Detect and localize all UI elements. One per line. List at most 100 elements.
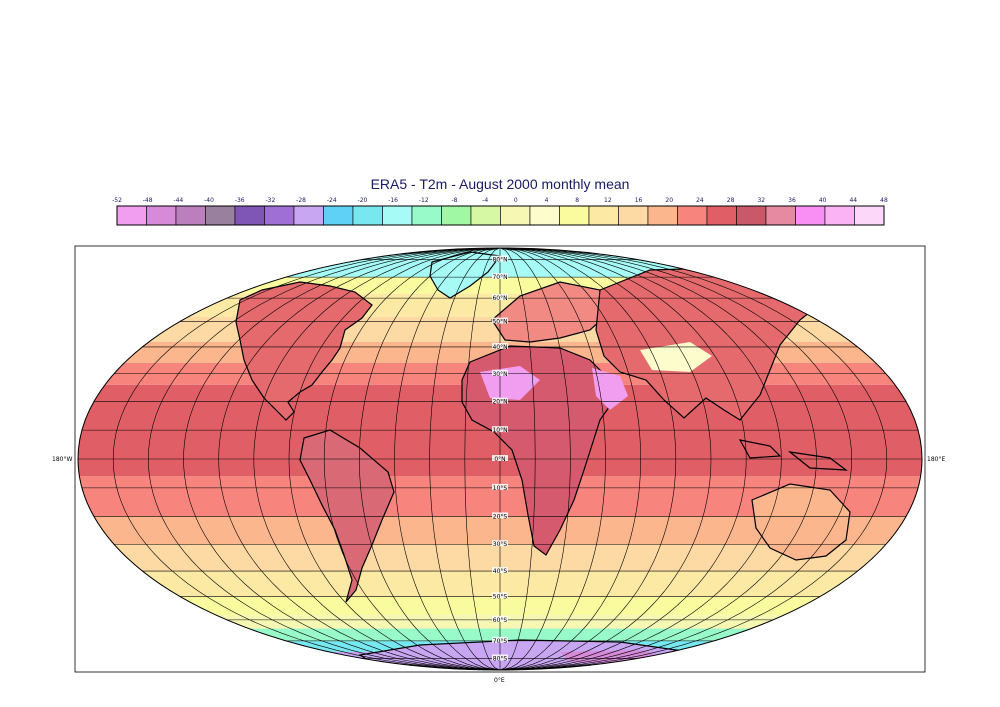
colorbar-swatch	[323, 205, 354, 226]
colorbar: -52 -48 -44 -40 -36 -32 -28 -24 -20 -16 -12 -8 -4 0 4 8…	[112, 197, 888, 226]
latitude-label: 20°S	[493, 513, 508, 520]
latitude-label-bg	[492, 426, 508, 433]
latitude-label: 10°N	[492, 427, 507, 434]
colorbar-label: -36	[235, 197, 245, 204]
colorbar-swatch	[588, 205, 619, 226]
meridian-line	[499, 248, 677, 670]
meridian-line	[464, 248, 501, 670]
meridian-line	[394, 248, 501, 670]
latitude-label: 70°N	[492, 274, 507, 281]
colorbar-swatch	[293, 205, 324, 226]
latitude-label-bg	[492, 255, 508, 262]
lon-label-bottom: 0°E	[494, 677, 505, 684]
map-title: ERA5 - T2m - August 2000 monthly mean	[370, 176, 630, 192]
meridian-line	[499, 248, 817, 670]
colorbar-label: 16	[635, 197, 643, 204]
latitude-label-bg	[492, 397, 508, 404]
latitude-label-bg	[492, 567, 508, 574]
colorbar-swatch	[529, 205, 560, 226]
colorbar-label: 0	[514, 197, 518, 204]
latitude-label: 50°S	[493, 593, 508, 600]
colorbar-label: 8	[575, 197, 579, 204]
colorbar-label: -40	[204, 197, 214, 204]
colorbar-swatch	[264, 205, 295, 226]
latitude-label: 60°N	[492, 295, 507, 302]
meridian-line	[218, 248, 501, 670]
latitude-label: 10°S	[493, 485, 508, 492]
colorbar-label: -28	[296, 197, 306, 204]
meridian-line	[288, 248, 501, 670]
meridian-line	[147, 248, 501, 670]
colorbar-label: -4	[482, 197, 488, 204]
meridian-line	[499, 248, 782, 670]
south-america	[299, 429, 395, 603]
continents	[235, 251, 851, 670]
meridian-line	[253, 248, 501, 670]
colorbar-label: -52	[112, 197, 122, 204]
latitude-label-bg	[492, 512, 508, 519]
latitude-label: 0°N	[494, 456, 505, 463]
lon-label-right: 180°E	[927, 456, 945, 463]
colorbar-label: 48	[880, 197, 888, 204]
colorbar-labels: -52 -48 -44 -40 -36 -32 -28 -24 -20 -16 -12 -8 -4 0 4 8…	[112, 197, 888, 204]
colorbar-swatch	[647, 205, 678, 226]
latitude-label: 80°S	[493, 655, 508, 662]
colorbar-label: 28	[727, 197, 735, 204]
map-outline	[77, 247, 923, 671]
colorbar-swatch	[824, 205, 855, 226]
latitude-labels: 80°N 70°N 60°N 50°N 40°N 30°N 20°N 10°N 0°N 10°S 2…	[492, 255, 508, 662]
colorbar-label: 32	[757, 197, 765, 204]
meridian-line	[429, 248, 501, 670]
lon-label-left: 180°W	[52, 456, 72, 463]
latitude-label-bg	[492, 273, 508, 280]
latitude-label-bg	[492, 369, 508, 376]
colorbar-swatch	[116, 205, 147, 226]
colorbar-swatch	[441, 205, 472, 226]
latitude-label: 30°N	[492, 371, 507, 378]
meridian-line	[323, 248, 501, 670]
meridian-line	[499, 248, 606, 670]
latitude-label: 50°N	[492, 319, 507, 326]
colorbar-swatch	[765, 205, 796, 226]
latitude-label: 40°N	[492, 344, 507, 351]
latitude-label: 40°S	[493, 568, 508, 575]
colorbar-label: -8	[451, 197, 457, 204]
colorbar-swatch	[411, 205, 442, 226]
latitude-label: 80°N	[492, 257, 507, 264]
latitude-label-bg	[492, 654, 508, 661]
meridian-line	[499, 248, 571, 670]
latitude-label: 20°N	[492, 399, 507, 406]
meridian-line	[183, 248, 501, 670]
colorbar-swatch	[500, 205, 531, 226]
latitude-label: 60°S	[493, 617, 508, 624]
meridian-line	[499, 248, 536, 670]
meridian-line	[358, 248, 501, 670]
colorbar-frame	[116, 205, 885, 226]
latitude-label-bg	[492, 615, 508, 622]
colorbar-label: 20	[665, 197, 673, 204]
colorbar-label: -16	[388, 197, 398, 204]
latitude-label-bg	[492, 483, 508, 490]
meridian-line	[499, 248, 642, 670]
colorbar-label: 36	[788, 197, 796, 204]
latitude-label: 30°S	[493, 541, 508, 548]
colorbar-label: 24	[696, 197, 704, 204]
colorbar-label: 12	[604, 197, 612, 204]
meridian-line	[499, 248, 712, 670]
latitude-label-bg	[492, 636, 508, 643]
colorbar-swatch	[234, 205, 265, 226]
colorbar-label: 44	[849, 197, 857, 204]
latitude-label-bg	[492, 294, 508, 301]
colorbar-swatch	[382, 205, 413, 226]
colorbar-label: -20	[358, 197, 368, 204]
colorbar-swatch	[795, 205, 826, 226]
tibet-cool-area	[640, 342, 712, 372]
colorbar-label: -12	[419, 197, 429, 204]
colorbar-swatch	[854, 205, 885, 226]
latitude-label: 70°S	[493, 638, 508, 645]
map-frame	[74, 245, 926, 673]
colorbar-swatch	[352, 205, 383, 226]
colorbar-label: -32	[265, 197, 275, 204]
colorbar-label: 4	[545, 197, 549, 204]
